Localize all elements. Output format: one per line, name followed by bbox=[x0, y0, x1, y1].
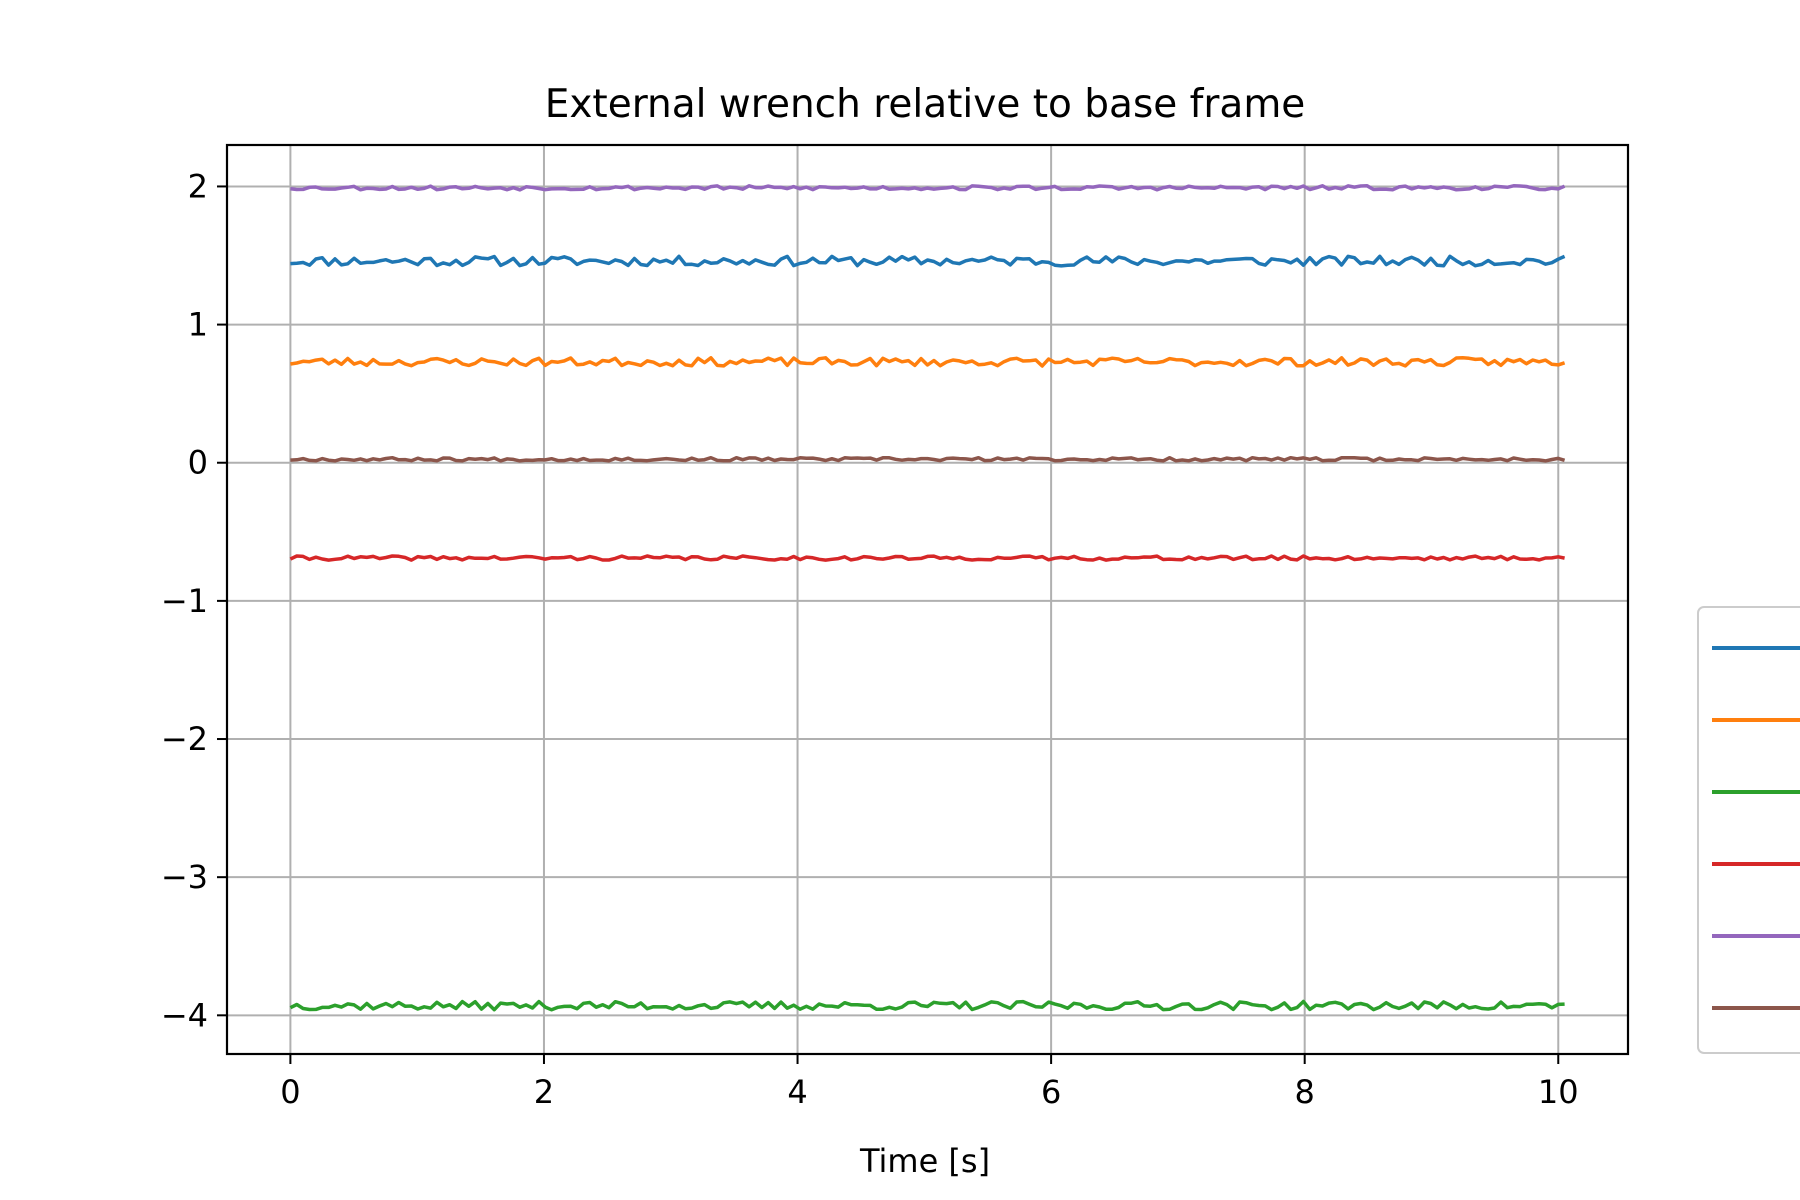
y-tick-label: 1 bbox=[188, 306, 208, 344]
chart-title: External wrench relative to base frame bbox=[545, 82, 1306, 127]
x-axis-ticks: 0 2 4 6 8 10 bbox=[280, 1054, 1579, 1111]
series-line-5 bbox=[290, 184, 1566, 192]
x-tick-label: 10 bbox=[1538, 1073, 1579, 1111]
y-tick-label: −1 bbox=[161, 582, 208, 620]
series-line-6 bbox=[290, 455, 1566, 463]
series-line-4 bbox=[289, 554, 1565, 562]
legend bbox=[1697, 606, 1800, 1054]
x-tick-label: 6 bbox=[1041, 1073, 1061, 1111]
x-axis-label: Time [s] bbox=[859, 1142, 990, 1180]
plot-area-frame bbox=[225, 143, 1630, 1056]
series-line-2 bbox=[290, 356, 1566, 368]
series-lines bbox=[289, 184, 1566, 1012]
series-line-3 bbox=[289, 999, 1565, 1012]
y-tick-label: −4 bbox=[161, 996, 208, 1034]
y-tick-label: 2 bbox=[188, 167, 208, 205]
grid-lines bbox=[227, 145, 1628, 1054]
x-tick-label: 8 bbox=[1295, 1073, 1315, 1111]
series-line-1 bbox=[290, 254, 1566, 268]
x-tick-label: 0 bbox=[280, 1073, 300, 1111]
y-tick-label: −2 bbox=[161, 720, 208, 758]
legend-box bbox=[1697, 606, 1800, 1054]
y-axis-ticks: −4 −3 −2 −1 0 1 2 bbox=[161, 167, 227, 1034]
y-tick-label: −3 bbox=[161, 858, 208, 896]
x-tick-label: 4 bbox=[787, 1073, 807, 1111]
y-tick-label: 0 bbox=[188, 444, 208, 482]
x-tick-label: 2 bbox=[534, 1073, 554, 1111]
